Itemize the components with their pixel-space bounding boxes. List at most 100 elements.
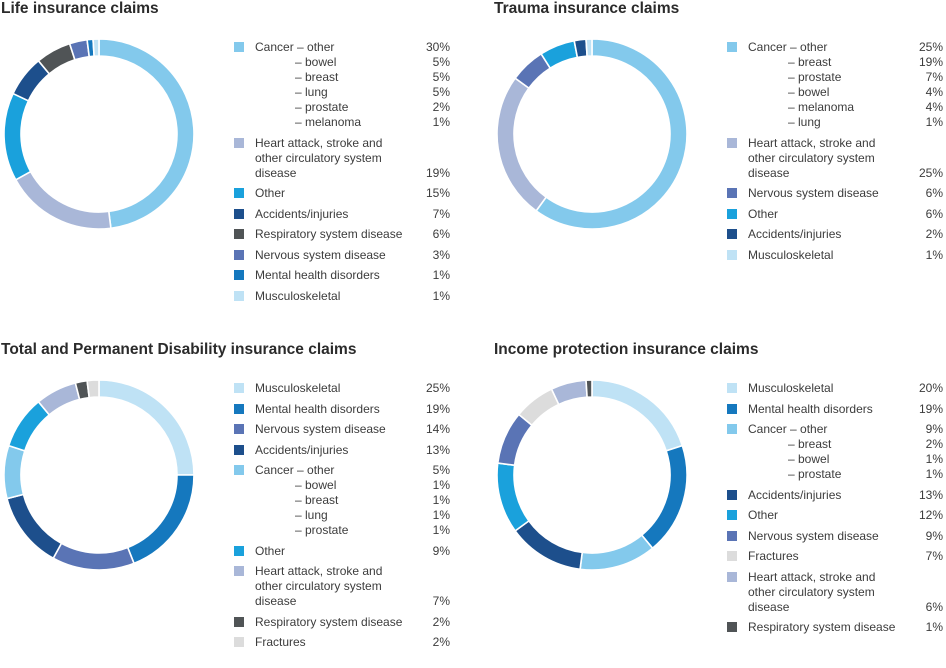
donut-chart — [3, 38, 195, 230]
legend-label: Nervous system disease — [748, 186, 879, 200]
legend-swatch — [234, 545, 244, 556]
legend-swatch — [234, 290, 244, 301]
legend-label: – prostate — [295, 523, 349, 537]
legend-item: – prostate 2% — [234, 100, 450, 115]
legend-label: – lung — [295, 508, 328, 522]
legend-value: 30% — [425, 40, 450, 54]
legend-item: – prostate 7% — [727, 70, 943, 85]
legend-item: Accidents/injuries 13% — [234, 443, 450, 458]
legend-item: Musculoskeletal 1% — [727, 248, 943, 263]
legend-label: Cancer – other — [255, 40, 335, 54]
legend-item: Mental health disorders 19% — [234, 402, 450, 417]
legend-label: – bowel — [788, 85, 830, 99]
chart-title: Income protection insurance claims — [494, 341, 759, 358]
chart-legend: Musculoskeletal 20% Mental health disorder… — [727, 381, 943, 635]
donut-slice-accidents-injuries — [6, 493, 63, 560]
donut-slice-cancer — [579, 533, 654, 571]
legend-item: Cancer – other 9% — [727, 422, 943, 437]
legend-item: – bowel 4% — [727, 85, 943, 100]
legend-item: Respiratory system disease 2% — [234, 615, 450, 630]
legend-label: – lung — [788, 115, 821, 129]
legend-value: 3% — [432, 247, 450, 262]
legend-swatch — [727, 622, 737, 632]
legend-item: Heart attack, stroke and other circulato… — [234, 564, 450, 609]
legend-item: – breast 1% — [234, 493, 450, 508]
legend-swatch — [727, 530, 737, 541]
legend-value: 9% — [432, 543, 450, 558]
legend-swatch — [727, 208, 737, 219]
donut-slice-heart-attack-stroke-and-other-circulatory-system-disease — [14, 170, 112, 230]
legend-label: – prostate — [788, 70, 842, 84]
legend-swatch — [727, 403, 737, 414]
legend-label: Mental health disorders — [255, 268, 380, 282]
legend-item: Cancer – other 25% — [727, 40, 943, 55]
legend-swatch — [234, 270, 244, 280]
legend-item: Respiratory system disease 6% — [234, 227, 450, 242]
legend-item: Cancer – other 5% — [234, 463, 450, 478]
legend-item: – melanoma 1% — [234, 115, 450, 130]
donut-slice-heart-attack-stroke-and-other-circulatory-system-disease — [37, 382, 81, 417]
chart-legend: Cancer – other 30% – bowel 5% – breast 5% – lu… — [234, 40, 450, 304]
legend-value: 20% — [918, 381, 943, 395]
legend-label: Accidents/injuries — [748, 227, 842, 241]
legend-value: 25% — [425, 381, 450, 395]
legend-value: 1% — [925, 115, 943, 129]
legend-label: Mental health disorders — [748, 401, 873, 416]
donut-slice-accidents-injuries — [514, 519, 584, 571]
legend-label: Mental health disorders — [255, 401, 380, 416]
legend-label: Other — [255, 543, 286, 558]
legend-value: 12% — [918, 508, 943, 522]
donut-slice-musculoskeletal — [585, 38, 593, 58]
legend-item: Respiratory system disease 1% — [727, 620, 943, 635]
donut-chart — [496, 379, 688, 571]
legend-value: 6% — [925, 186, 943, 200]
chart-title: Trauma insurance claims — [494, 0, 680, 17]
chart-title: Total and Permanent Disability insurance… — [1, 341, 357, 358]
legend-item: Mental health disorders 1% — [234, 268, 450, 283]
legend-value: 1% — [432, 115, 450, 129]
legend-value: 7% — [432, 594, 450, 608]
legend-swatch — [727, 489, 737, 500]
legend-label: – melanoma — [788, 100, 855, 114]
legend-item: – lung 5% — [234, 85, 450, 100]
legend-swatch — [727, 510, 737, 520]
legend-label: Other — [255, 186, 286, 200]
legend-value: 19% — [425, 401, 450, 416]
legend-item: Other 9% — [234, 544, 450, 559]
chart-title: Life insurance claims — [1, 0, 159, 17]
legend-swatch — [234, 444, 244, 455]
legend-swatch — [234, 424, 244, 434]
donut-slice-cancer — [3, 444, 26, 500]
legend-label: – bowel — [788, 452, 830, 466]
legend-value: 1% — [925, 467, 943, 481]
donut-slice-cancer — [535, 38, 688, 230]
legend-label: Respiratory system disease — [255, 227, 403, 241]
legend-item: – melanoma 4% — [727, 100, 943, 115]
legend-label: Cancer – other — [748, 422, 828, 436]
legend-item: – breast 19% — [727, 55, 943, 70]
legend-swatch — [727, 383, 737, 393]
legend-item: Nervous system disease 9% — [727, 529, 943, 544]
donut-slice-other — [7, 400, 51, 452]
legend-value: 19% — [918, 401, 943, 416]
donut-slice-mental-health-disorders — [640, 444, 688, 550]
donut-slice-musculoskeletal — [591, 379, 684, 452]
legend-label: – breast — [295, 493, 339, 507]
legend-item: – prostate 1% — [727, 467, 943, 482]
legend-item: Fractures 7% — [727, 549, 943, 564]
legend-label: Other — [748, 508, 779, 522]
legend-item: Accidents/injuries 7% — [234, 207, 450, 222]
legend-label: – breast — [788, 437, 832, 451]
legend-swatch — [727, 42, 737, 52]
legend-value: 2% — [925, 437, 943, 451]
donut-slice-musculoskeletal — [92, 38, 100, 58]
legend-item: Other 6% — [727, 207, 943, 222]
legend-item: – breast 2% — [727, 437, 943, 452]
legend-item: Heart attack, stroke and other circulato… — [727, 136, 943, 181]
legend-value: 4% — [925, 85, 943, 99]
legend-value: 25% — [918, 165, 943, 180]
legend-swatch — [727, 424, 737, 434]
legend-label: Accidents/injuries — [255, 206, 349, 221]
chart-panel-income-protection: Income protection insurance claims Muscu… — [494, 341, 946, 661]
legend-item: Musculoskeletal 20% — [727, 381, 943, 396]
